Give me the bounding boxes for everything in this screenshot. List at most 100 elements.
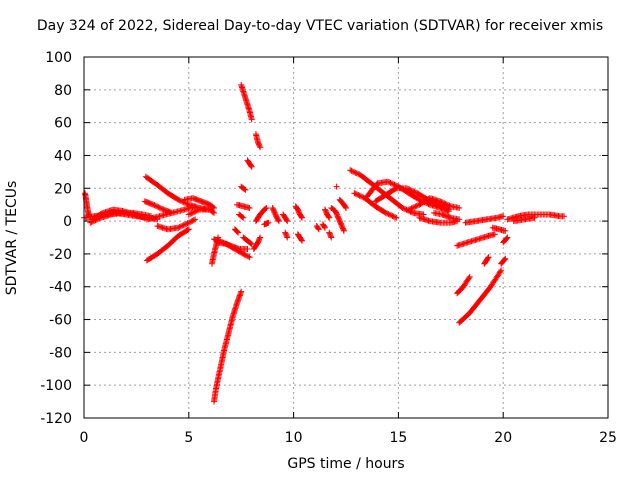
series-arc20 [234, 201, 253, 211]
series-arc32 [313, 223, 322, 233]
data-point-markers [462, 213, 507, 226]
data-point-markers [252, 205, 270, 225]
series-arc17 [252, 131, 264, 151]
series-arc11 [185, 206, 217, 218]
series-arc23 [240, 234, 255, 248]
data-point-markers [238, 81, 255, 123]
data-point-markers [211, 288, 245, 405]
data-point-markers [431, 209, 463, 223]
x-tick-label: 20 [494, 430, 512, 446]
series-arc37 [336, 196, 349, 211]
data-point-markers [328, 205, 347, 234]
series-arc30 [292, 203, 305, 221]
data-point-markers [215, 239, 253, 261]
data-point-markers [231, 226, 242, 236]
series-arc52 [462, 213, 507, 226]
data-point-markers [504, 211, 567, 223]
series-arc4 [89, 206, 148, 223]
data-point-markers [498, 255, 509, 267]
y-tick-label: -20 [49, 247, 72, 263]
series-arc24 [250, 234, 264, 252]
data-point-markers [454, 273, 473, 297]
data-point-markers [294, 231, 305, 244]
data-point-markers [234, 201, 253, 211]
y-tick-label: -60 [49, 313, 72, 329]
data-point-markers [336, 196, 349, 211]
data-point-markers [82, 190, 93, 220]
series-arc18 [244, 157, 255, 170]
data-point-markers [244, 157, 255, 170]
data-point-markers [154, 216, 199, 233]
data-point-markers [500, 234, 511, 246]
series-arc50 [498, 255, 509, 267]
data-point-markers [322, 206, 333, 221]
data-point-markers [185, 206, 217, 218]
y-tick-label: 80 [54, 83, 72, 99]
series-arc8 [143, 203, 199, 223]
series-arc47 [456, 267, 505, 326]
x-tick-label: 15 [389, 430, 407, 446]
data-point-markers [326, 229, 335, 241]
series-arc33 [319, 221, 328, 231]
series-arc40 [351, 190, 400, 221]
data-point-markers [280, 211, 291, 225]
series-arc27 [269, 205, 282, 225]
x-axis-label: GPS time / hours [287, 456, 405, 472]
series-arc15 [211, 288, 245, 405]
data-point-markers [313, 223, 322, 233]
grid-lines [84, 57, 608, 418]
data-point-markers [238, 183, 249, 193]
chart-title: Day 324 of 2022, Sidereal Day-to-day VTE… [36, 18, 604, 34]
data-point-markers [292, 203, 305, 221]
series-arc21 [231, 226, 242, 236]
series-arc22 [236, 211, 247, 221]
series-arc28 [280, 211, 291, 225]
y-tick-label: -120 [40, 411, 72, 427]
series-arc35 [326, 229, 335, 241]
series-arc51 [500, 234, 511, 246]
data-point-markers [319, 221, 328, 231]
series-arc46 [454, 231, 498, 249]
data-point-markers [351, 190, 400, 221]
series-arc53 [489, 224, 509, 234]
plot-frame [83, 56, 609, 419]
data-point-markers [240, 234, 255, 248]
y-tick-label: 60 [54, 116, 72, 132]
series-arc34 [322, 206, 333, 221]
series-arc55 [510, 214, 538, 225]
y-tick-label: 100 [45, 50, 72, 66]
data-point-markers [454, 231, 498, 249]
axis-ticks: -120 -100 -80 -60 -40 -20 0 20 40 60 80 100 0 5 10 15 20… [40, 50, 617, 446]
y-tick-label: -40 [49, 280, 72, 296]
series-arc42 [372, 185, 452, 213]
series-arc44 [416, 214, 461, 226]
series-arc54 [504, 211, 567, 223]
series-arc10 [181, 195, 217, 211]
series-arc19 [238, 183, 249, 193]
x-tick-label: 0 [80, 430, 89, 446]
data-point-markers [143, 226, 192, 264]
y-tick-label: 20 [54, 181, 72, 197]
series-arc48 [454, 273, 473, 297]
y-tick-label: -100 [40, 378, 72, 394]
data-point-markers [89, 206, 148, 223]
data-point-markers [489, 224, 509, 234]
data-point-markers [333, 183, 340, 190]
series-arc43 [405, 195, 463, 213]
y-tick-label: 0 [63, 214, 72, 230]
series-arc1 [82, 190, 93, 220]
series-arc29 [282, 229, 291, 241]
x-tick-label: 10 [285, 430, 303, 446]
data-points [81, 81, 567, 405]
data-point-markers [143, 203, 199, 223]
series-arc14 [215, 239, 253, 261]
series-arc45 [431, 209, 463, 223]
data-point-markers [372, 185, 452, 213]
data-point-markers [282, 229, 291, 241]
series-arc26 [261, 219, 272, 228]
data-point-markers [236, 211, 247, 221]
data-point-markers [405, 195, 463, 213]
data-point-markers [510, 214, 538, 225]
data-point-markers [269, 205, 282, 225]
